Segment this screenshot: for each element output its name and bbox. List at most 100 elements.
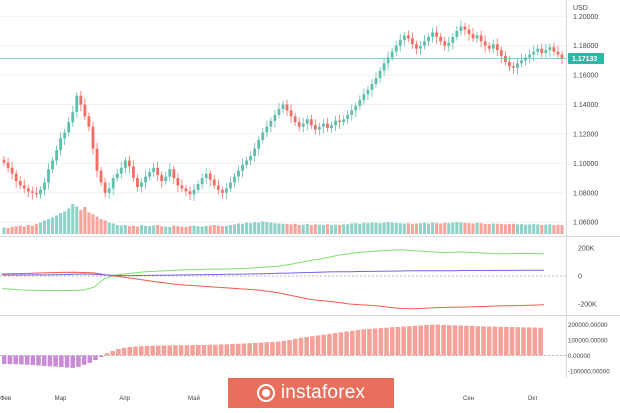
volume-bar bbox=[491, 223, 495, 234]
candle-body bbox=[512, 66, 515, 68]
histogram-bar bbox=[207, 344, 212, 356]
histogram-bar bbox=[19, 355, 24, 365]
histogram-bar bbox=[509, 327, 515, 356]
histogram-bar bbox=[281, 340, 287, 356]
histogram-bar bbox=[241, 343, 247, 356]
indicator1-series-line bbox=[1, 271, 545, 310]
volume-bar bbox=[447, 223, 451, 234]
volume-bar bbox=[257, 222, 261, 234]
candle-body bbox=[180, 185, 184, 189]
candle-body bbox=[269, 120, 273, 127]
histogram-bar bbox=[447, 325, 452, 356]
volume-bar bbox=[503, 224, 507, 234]
volume-bar bbox=[540, 225, 544, 234]
x-axis-label: Окт bbox=[528, 396, 538, 402]
candle-body bbox=[188, 191, 192, 195]
candle-body bbox=[2, 159, 6, 163]
volume-bar bbox=[139, 225, 144, 234]
volume-bar bbox=[156, 225, 160, 234]
candle-body bbox=[10, 167, 14, 174]
candle-body bbox=[200, 178, 204, 184]
candle-body bbox=[95, 148, 99, 171]
histogram-bar bbox=[70, 355, 76, 368]
candle-body bbox=[79, 95, 83, 105]
volume-bar bbox=[431, 222, 435, 234]
volume-bar bbox=[277, 223, 281, 234]
candle-body bbox=[6, 162, 10, 168]
histogram-bar bbox=[116, 349, 121, 356]
volume-bar bbox=[103, 220, 107, 234]
volume-bar bbox=[107, 222, 111, 234]
candle-body bbox=[491, 44, 495, 49]
candle-body bbox=[293, 116, 297, 123]
candle-body bbox=[374, 78, 378, 84]
candle-body bbox=[257, 139, 261, 149]
volume-bar bbox=[10, 226, 14, 234]
histogram-bar bbox=[195, 344, 201, 356]
histogram-bar bbox=[275, 341, 281, 356]
candle-body bbox=[164, 176, 168, 182]
histogram-bar bbox=[87, 355, 93, 363]
volume-bar bbox=[528, 224, 532, 234]
candle-body bbox=[467, 29, 471, 34]
candle-body bbox=[55, 150, 58, 161]
candle-body bbox=[144, 176, 147, 183]
candle-body bbox=[451, 36, 455, 43]
candle-body bbox=[540, 48, 544, 54]
volume-bar bbox=[552, 225, 556, 234]
candle-body bbox=[378, 70, 382, 79]
volume-bar bbox=[443, 222, 447, 234]
volume-bar bbox=[548, 224, 552, 234]
volume-bar bbox=[212, 225, 216, 234]
histogram-bar bbox=[264, 342, 270, 356]
histogram-bar bbox=[344, 331, 349, 356]
histogram-bar bbox=[452, 325, 458, 356]
volume-bar bbox=[18, 225, 22, 234]
histogram-bar bbox=[481, 326, 486, 356]
volume-bar bbox=[301, 224, 305, 234]
candle-body bbox=[297, 122, 301, 127]
volume-bar bbox=[382, 222, 386, 234]
candle-body bbox=[495, 44, 499, 51]
histogram-bar bbox=[464, 325, 469, 356]
histogram-bar bbox=[435, 324, 441, 356]
candle-body bbox=[536, 48, 540, 52]
candle-body bbox=[532, 51, 536, 55]
indicator1-tick-label: 0 bbox=[578, 274, 582, 281]
histogram-bar bbox=[292, 338, 298, 356]
volume-bar bbox=[422, 222, 427, 234]
volume-bar bbox=[55, 215, 59, 234]
candle-body bbox=[544, 50, 548, 54]
volume-bar bbox=[467, 223, 471, 234]
volume-bar bbox=[160, 226, 164, 234]
volume-bar bbox=[560, 225, 564, 234]
volume-bar bbox=[532, 224, 536, 234]
price-tick-label: 1.20000 bbox=[573, 14, 598, 21]
candle-body bbox=[127, 160, 131, 167]
candle-body bbox=[67, 122, 71, 133]
candle-body bbox=[503, 56, 507, 62]
volume-bar bbox=[289, 224, 293, 234]
volume-bar bbox=[148, 226, 152, 234]
candle-body bbox=[204, 173, 208, 179]
candle-body bbox=[59, 138, 63, 151]
candle-body bbox=[520, 60, 523, 64]
candle-body bbox=[285, 104, 289, 111]
histogram-bar bbox=[327, 333, 332, 356]
candle-body bbox=[261, 132, 265, 140]
volume-bar bbox=[325, 224, 330, 234]
indicator2-tick-label: 200000.00000 bbox=[568, 322, 608, 329]
candle-body bbox=[556, 51, 560, 55]
volume-bar bbox=[46, 219, 51, 234]
candle-body bbox=[334, 120, 337, 126]
histogram-bar bbox=[378, 328, 384, 356]
histogram-bar bbox=[315, 335, 321, 356]
candle-body bbox=[346, 114, 350, 120]
x-axis-label: Май bbox=[188, 395, 200, 402]
indicator1-tick-label: 200K bbox=[578, 246, 595, 253]
price-tick-label: 1.18000 bbox=[573, 43, 598, 50]
histogram-bar bbox=[486, 326, 492, 356]
volume-bar bbox=[192, 225, 196, 234]
